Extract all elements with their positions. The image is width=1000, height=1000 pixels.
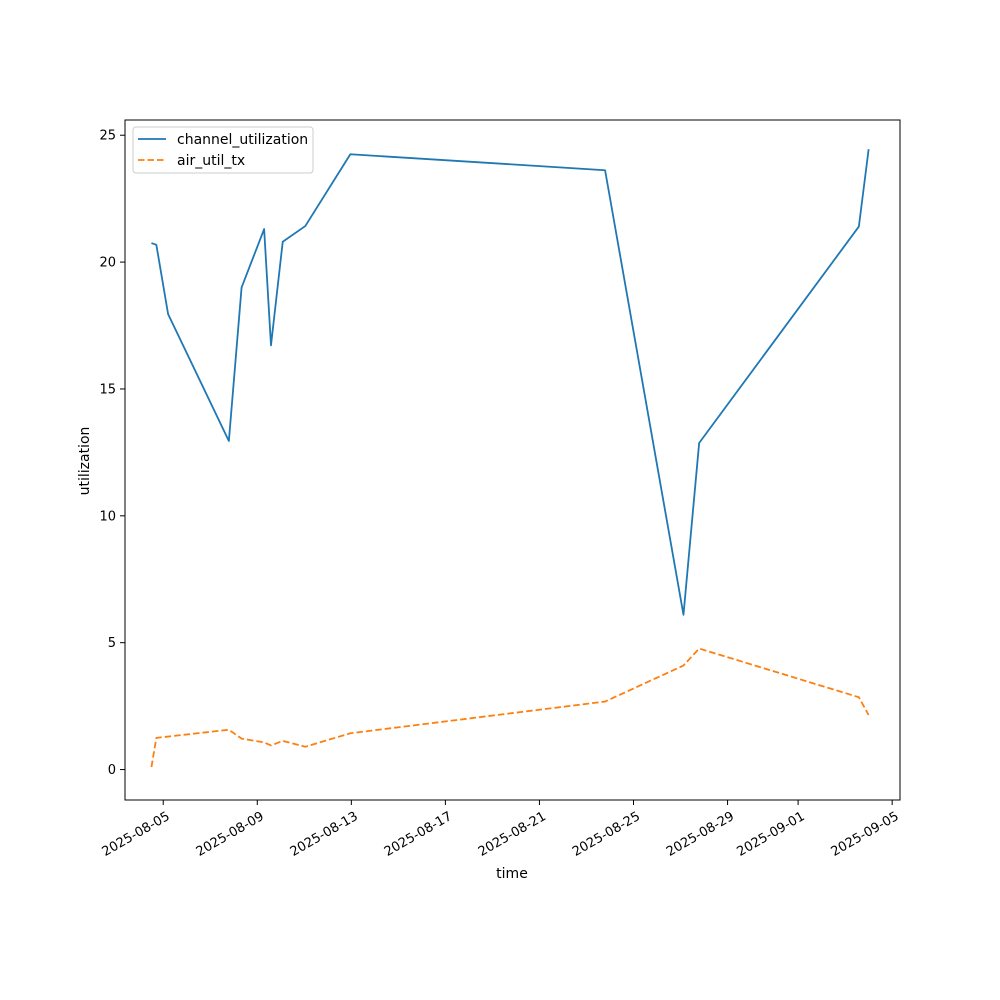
- series-line-channel-utilization: [151, 149, 870, 616]
- y-tick-label: 20: [99, 256, 116, 271]
- series-layer: [150, 149, 870, 768]
- y-tick-label: 15: [99, 382, 116, 397]
- series-line-air-util-tx: [150, 647, 870, 768]
- legend-label: channel_utilization: [177, 132, 308, 148]
- legend-box: [132, 126, 314, 174]
- legend-label: air_util_tx: [177, 153, 245, 169]
- y-axis-label: utilization: [77, 427, 93, 496]
- y-tick-label: 0: [108, 763, 116, 778]
- y-tick-label: 25: [99, 129, 116, 144]
- x-axis-label: time: [496, 866, 528, 882]
- plot-frame: [124, 119, 901, 801]
- legend: channel_utilization air_util_tx: [132, 126, 314, 174]
- y-tick-label: 5: [108, 636, 116, 651]
- y-tick-label: 10: [99, 509, 116, 524]
- y-axis: 0 5 10 15 20 25: [99, 129, 125, 778]
